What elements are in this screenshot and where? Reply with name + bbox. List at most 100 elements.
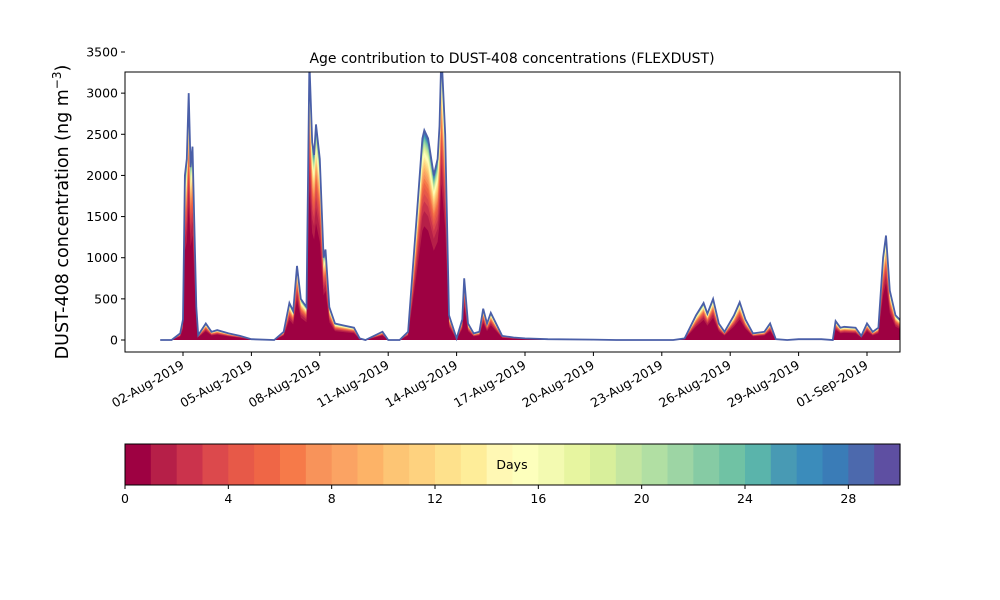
age-layer-day-21 <box>160 72 900 340</box>
colorbar-segment <box>796 444 824 485</box>
age-layer-day-0 <box>160 183 900 340</box>
colorbar-segment <box>615 444 643 485</box>
age-layer-day-24 <box>160 72 900 340</box>
age-layer-day-28 <box>160 72 900 340</box>
age-layer-day-8 <box>160 108 900 340</box>
colorbar-segment <box>150 444 178 485</box>
x-tick-label: 29-Aug-2019 <box>725 357 803 410</box>
colorbar <box>125 444 901 485</box>
age-layer-day-1 <box>160 163 900 340</box>
colorbar-segment <box>176 444 204 485</box>
age-layer-day-3 <box>160 139 900 340</box>
colorbar-segment <box>280 444 307 485</box>
colorbar-segment <box>641 444 669 485</box>
colorbar-segment <box>125 444 152 485</box>
colorbar-axis: 0 4 8 12 16 20 24 28 <box>121 485 856 506</box>
colorbar-segment <box>770 444 798 485</box>
colorbar-label: Days <box>496 457 527 472</box>
age-layer-day-13 <box>160 88 900 340</box>
y-tick-label: 1500 <box>86 209 118 224</box>
colorbar-segment <box>254 444 281 485</box>
age-layer-day-11 <box>160 95 900 340</box>
colorbar-segment <box>745 444 772 485</box>
plot-frame <box>124 71 901 353</box>
colorbar-tick-label: 16 <box>530 491 546 506</box>
x-tick-label: 08-Aug-2019 <box>246 357 324 410</box>
colorbar-segment <box>822 444 849 485</box>
colorbar-tick-label: 12 <box>427 491 443 506</box>
age-layer-day-7 <box>160 113 900 340</box>
y-tick-label: 500 <box>94 291 118 306</box>
age-layer-day-22 <box>160 72 900 340</box>
age-layer-day-25 <box>160 72 900 340</box>
colorbar-segment <box>202 444 229 485</box>
age-layer-day-9 <box>160 103 900 340</box>
x-tick-label: 14-Aug-2019 <box>383 357 461 410</box>
colorbar-segment <box>383 444 410 485</box>
x-tick-label: 05-Aug-2019 <box>177 357 255 410</box>
age-layer-day-16 <box>160 80 900 340</box>
colorbar-tick-label: 4 <box>224 491 232 506</box>
x-tick-label: 23-Aug-2019 <box>588 357 666 410</box>
y-tick-label: 2000 <box>86 168 118 183</box>
colorbar-segment <box>874 444 901 485</box>
chart-title: Age contribution to DUST-408 concentrati… <box>309 51 714 67</box>
age-layer-day-17 <box>160 77 900 340</box>
colorbar-segment <box>564 444 591 485</box>
age-layer-day-14 <box>160 85 900 340</box>
age-layer-day-29 <box>160 72 900 340</box>
age-layer-day-5 <box>160 124 900 340</box>
plot-area <box>160 72 900 342</box>
age-layer-day-10 <box>160 99 900 340</box>
x-tick-label: 20-Aug-2019 <box>519 357 597 410</box>
colorbar-segment <box>357 444 384 485</box>
x-tick-label: 11-Aug-2019 <box>314 357 392 410</box>
age-layer-day-18 <box>160 74 900 340</box>
age-layer-day-2 <box>160 149 900 340</box>
age-layer-day-20 <box>160 72 900 340</box>
colorbar-segment <box>719 444 746 485</box>
total-concentration-line <box>160 72 900 342</box>
y-tick-label: 0 <box>110 333 118 348</box>
colorbar-tick-label: 24 <box>737 491 753 506</box>
y-tick-label: 3000 <box>86 86 118 101</box>
colorbar-segment <box>848 444 875 485</box>
colorbar-segment <box>228 444 255 485</box>
age-layer-day-6 <box>160 118 900 340</box>
y-axis-label: DUST-408 concentration (ng m−3) <box>50 65 73 360</box>
age-layer-day-27 <box>160 72 900 340</box>
colorbar-segment <box>305 444 333 485</box>
colorbar-frame <box>124 443 901 486</box>
age-layer-day-26 <box>160 72 900 340</box>
y-axis-label-close: ) <box>53 65 73 72</box>
age-layer-day-15 <box>160 82 900 340</box>
colorbar-segment <box>590 444 617 485</box>
colorbar-tick-label: 0 <box>121 491 129 506</box>
age-layer-day-23 <box>160 72 900 340</box>
y-tick-label: 3500 <box>86 45 118 60</box>
colorbar-tick-label: 8 <box>328 491 336 506</box>
x-tick-label: 17-Aug-2019 <box>451 357 529 410</box>
colorbar-segment <box>409 444 436 485</box>
colorbar-tick-label: 20 <box>634 491 650 506</box>
x-axis: 02-Aug-201905-Aug-201908-Aug-201911-Aug-… <box>109 352 871 410</box>
colorbar-segment <box>435 444 462 485</box>
colorbar-tick-label: 28 <box>840 491 856 506</box>
age-layer-day-12 <box>160 92 900 340</box>
y-tick-label: 2500 <box>86 127 118 142</box>
colorbar-segment <box>667 444 694 485</box>
colorbar-segment <box>538 444 565 485</box>
age-layer-day-4 <box>160 131 900 340</box>
colorbar-segment <box>693 444 720 485</box>
colorbar-segment <box>331 444 359 485</box>
y-axis-label-main: DUST-408 concentration (ng m <box>53 89 73 359</box>
y-tick-label: 1000 <box>86 250 118 265</box>
colorbar-segment <box>512 444 539 485</box>
y-axis-label-superscript: −3 <box>50 71 64 89</box>
y-axis: 0 500 1000 1500 2000 2500 3000 3500 <box>86 45 125 348</box>
colorbar-segment <box>486 444 514 485</box>
age-layer-day-19 <box>160 72 900 340</box>
x-tick-label: 02-Aug-2019 <box>109 357 187 410</box>
x-tick-label: 26-Aug-2019 <box>656 357 734 410</box>
